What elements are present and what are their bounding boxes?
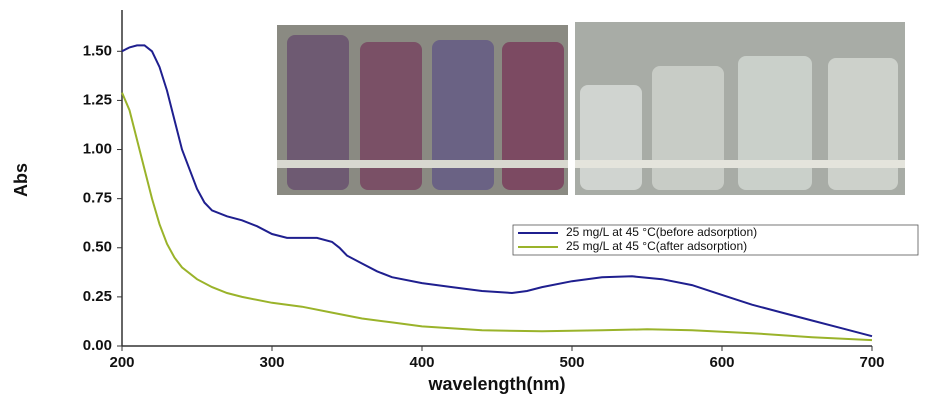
inset-photo-after [575,22,905,195]
x-tick-label: 500 [559,354,584,371]
page: {"chart_data": {"type": "line", "xlabel"… [0,0,925,404]
x-axis-label: wavelength(nm) [427,374,565,394]
legend-label: 25 mg/L at 45 °C(before adsorption) [566,225,757,239]
y-tick-label: 1.00 [83,140,112,157]
y-tick-label: 0.00 [83,337,112,354]
y-tick-label: 0.50 [83,239,112,256]
x-tick-label: 400 [409,354,434,371]
x-tick-label: 300 [259,354,284,371]
x-tick-label: 200 [109,354,134,371]
legend-label: 25 mg/L at 45 °C(after adsorption) [566,239,747,253]
inset-photo-before [277,25,568,195]
y-axis-label: Abs [11,163,31,197]
x-tick-label: 600 [709,354,734,371]
x-tick-label: 700 [859,354,884,371]
y-tick-label: 0.25 [83,288,112,305]
y-tick-label: 1.25 [83,91,112,108]
chart: Abs wavelength(nm) 0.00 0.25 0.50 0.75 1.00 1… [0,0,925,404]
y-tick-label: 1.50 [83,42,112,59]
y-tick-label: 0.75 [83,190,112,207]
